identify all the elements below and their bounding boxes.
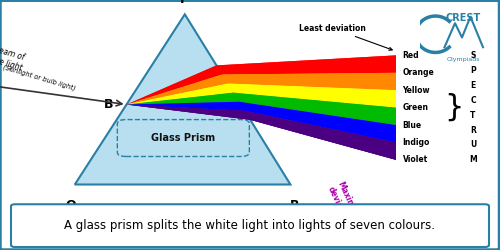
Text: Violet: Violet bbox=[402, 156, 428, 164]
Text: E: E bbox=[470, 81, 476, 90]
Text: U: U bbox=[470, 140, 476, 149]
Text: Green: Green bbox=[402, 103, 428, 112]
Text: A glass prism splits the white light into lights of seven colours.: A glass prism splits the white light int… bbox=[64, 219, 436, 232]
Text: Least deviation: Least deviation bbox=[299, 24, 392, 50]
Polygon shape bbox=[126, 102, 396, 142]
Text: P: P bbox=[470, 66, 476, 75]
Text: Glass Prism: Glass Prism bbox=[152, 133, 216, 143]
Text: }: } bbox=[444, 93, 464, 122]
Text: Maximum
deviation: Maximum deviation bbox=[326, 180, 361, 226]
Polygon shape bbox=[126, 73, 396, 104]
Polygon shape bbox=[126, 84, 396, 108]
Text: P: P bbox=[180, 0, 190, 6]
Text: R: R bbox=[290, 199, 300, 212]
Text: S: S bbox=[470, 51, 476, 60]
Text: (Sunlight or bulb light): (Sunlight or bulb light) bbox=[2, 64, 76, 92]
Polygon shape bbox=[126, 102, 396, 142]
Polygon shape bbox=[126, 73, 396, 104]
Polygon shape bbox=[126, 84, 396, 108]
Text: Red: Red bbox=[402, 51, 419, 60]
Polygon shape bbox=[126, 104, 396, 160]
Text: Blue: Blue bbox=[402, 120, 421, 130]
Text: Indigo: Indigo bbox=[402, 138, 430, 147]
Polygon shape bbox=[126, 92, 396, 125]
Text: Q: Q bbox=[65, 199, 76, 212]
Text: T: T bbox=[470, 110, 476, 120]
Polygon shape bbox=[75, 14, 290, 184]
Text: C: C bbox=[470, 96, 476, 105]
Text: CREST: CREST bbox=[446, 13, 481, 23]
Text: Orange: Orange bbox=[402, 68, 434, 77]
Text: A beam of
white light: A beam of white light bbox=[0, 42, 26, 72]
Polygon shape bbox=[126, 92, 396, 125]
Polygon shape bbox=[126, 104, 396, 160]
Polygon shape bbox=[126, 55, 396, 104]
Polygon shape bbox=[126, 104, 396, 160]
Text: M: M bbox=[469, 156, 477, 164]
Polygon shape bbox=[126, 55, 396, 104]
Text: B: B bbox=[104, 98, 114, 111]
Text: R: R bbox=[470, 126, 476, 134]
Text: Olympiads: Olympiads bbox=[446, 57, 480, 62]
Text: Yellow: Yellow bbox=[402, 86, 430, 95]
